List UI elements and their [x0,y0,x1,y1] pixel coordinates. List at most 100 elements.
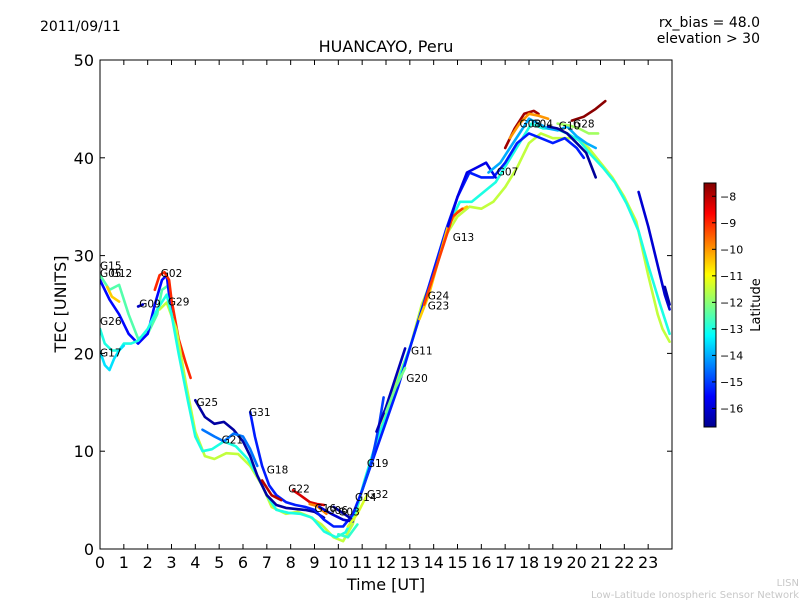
series-line-g30 [637,190,671,311]
series-line-g18 [260,479,283,502]
colorbar-tick-label: −15 [720,376,743,389]
colorbar-label: Latitude [749,278,764,332]
y-tick-label: 20 [74,344,94,363]
prn-label-g19: G19 [367,458,389,470]
prn-label-g23: G23 [428,300,450,312]
prn-label-g25: G25 [197,397,219,409]
series-line-g04 [508,112,550,140]
x-tick-label: 18 [519,553,539,572]
series-line-g16 [308,502,328,516]
x-tick-label: 1 [119,553,129,572]
x-axis: 0 1 2 3 4 5 6 7 8 9 10 11 12 13 14 15 16 17 18 19 20 21 22 23 [95,60,658,572]
series-line-g27 [556,122,600,135]
elevation-label: elevation > 30 [657,31,760,47]
series-line-g25 [194,399,326,519]
series-layer [100,99,671,543]
y-tick-label: 30 [74,247,94,266]
prn-label-g12: G12 [111,268,133,280]
x-tick-label: 4 [190,553,200,572]
colorbar-tick-label: −11 [720,270,743,283]
prn-label-g28: G28 [573,119,595,131]
colorbar-tick-label: −13 [720,323,743,336]
prn-label-g07: G07 [497,166,519,178]
x-tick-label: 23 [638,553,658,572]
colorbar-tick-label: −12 [720,296,743,309]
x-tick-label: 2 [143,553,153,572]
x-tick-label: 19 [543,553,563,572]
x-tick-label: 8 [286,553,296,572]
series-line-g24 [422,207,464,306]
x-tick-label: 11 [352,553,372,572]
footer-lisn: LISN [777,578,799,589]
prn-label-g22: G22 [288,483,310,495]
series-line-g21 [201,428,259,468]
series-line-g19 [360,396,385,492]
y-axis: 0 10 20 30 40 50 [74,51,672,559]
series-line-g02 [153,270,192,380]
series-line-g13 [446,161,497,228]
series-line-g01 [663,285,671,306]
prn-label-g16: G16 [315,503,337,515]
colorbar-tick-label: −14 [720,349,743,362]
prn-label-g17: G17 [100,347,122,359]
colorbar-tick-label: −16 [720,402,743,415]
latitude-colorbar: −8 −9 −10 −11 −12 −13 −14 −15 −16 Latitude [703,182,764,428]
x-tick-label: 21 [590,553,610,572]
prn-label-g11: G11 [411,345,433,357]
prn-label-g31: G31 [249,407,271,419]
series-line-g32 [346,493,369,528]
prn-label-g21: G21 [222,434,244,446]
prn-label-g32: G32 [367,489,389,501]
colorbar-tick-label: −10 [720,243,743,256]
series-line-g07 [487,117,597,174]
prn-label-g13: G13 [453,232,475,244]
series-line-g26 [100,122,671,539]
x-tick-label: 22 [614,553,634,572]
colorbar-tick-label: −8 [720,190,736,203]
prn-label-g20: G20 [406,373,428,385]
prn-label-g03: G03 [338,507,360,519]
date-label: 2011/09/11 [40,19,121,35]
y-tick-label: 40 [74,149,94,168]
y-axis-label: TEC [UNITS] [51,256,70,354]
prn-label-g06: G06 [326,505,348,517]
y-tick-label: 50 [74,51,94,70]
chart-title: HUANCAYO, Peru [319,37,454,56]
series-line-g11 [375,347,407,433]
x-tick-label: 13 [400,553,420,572]
x-tick-label: 15 [447,553,467,572]
series-line-g22 [291,489,326,507]
series-line-g31 [248,132,586,528]
x-tick-label: 10 [328,553,348,572]
x-tick-label: 16 [471,553,491,572]
prn-label-g10: G10 [559,120,581,132]
x-tick-label: 12 [376,553,396,572]
y-tick-label: 0 [84,540,94,559]
prn-label-g14: G14 [355,492,377,504]
prn-label-g18: G18 [267,465,289,477]
series-line-g10 [546,125,597,179]
prn-label-g08: G08 [520,119,542,131]
x-tick-label: 20 [566,553,586,572]
colorbar-gradient [703,182,717,428]
x-tick-label: 0 [95,553,105,572]
prn-label-g29: G29 [168,297,190,309]
x-tick-label: 9 [309,553,319,572]
prn-label-g24: G24 [428,291,450,303]
colorbar-ticks: −8 −9 −10 −11 −12 −13 −14 −15 −16 [712,190,743,415]
prn-label-g02: G02 [161,268,183,280]
x-tick-label: 14 [423,553,443,572]
prn-label-g26: G26 [100,316,122,328]
series-line-g28 [570,99,607,122]
series-line-g05 [100,273,173,345]
prn-label-g15: G15 [100,260,122,272]
x-tick-label: 5 [214,553,224,572]
prn-label-g05: G05 [100,268,122,280]
x-tick-label: 17 [495,553,515,572]
x-tick-label: 7 [262,553,272,572]
y-tick-label: 10 [74,442,94,461]
series-line-g17 [100,344,126,372]
series-line-g03 [332,505,354,521]
